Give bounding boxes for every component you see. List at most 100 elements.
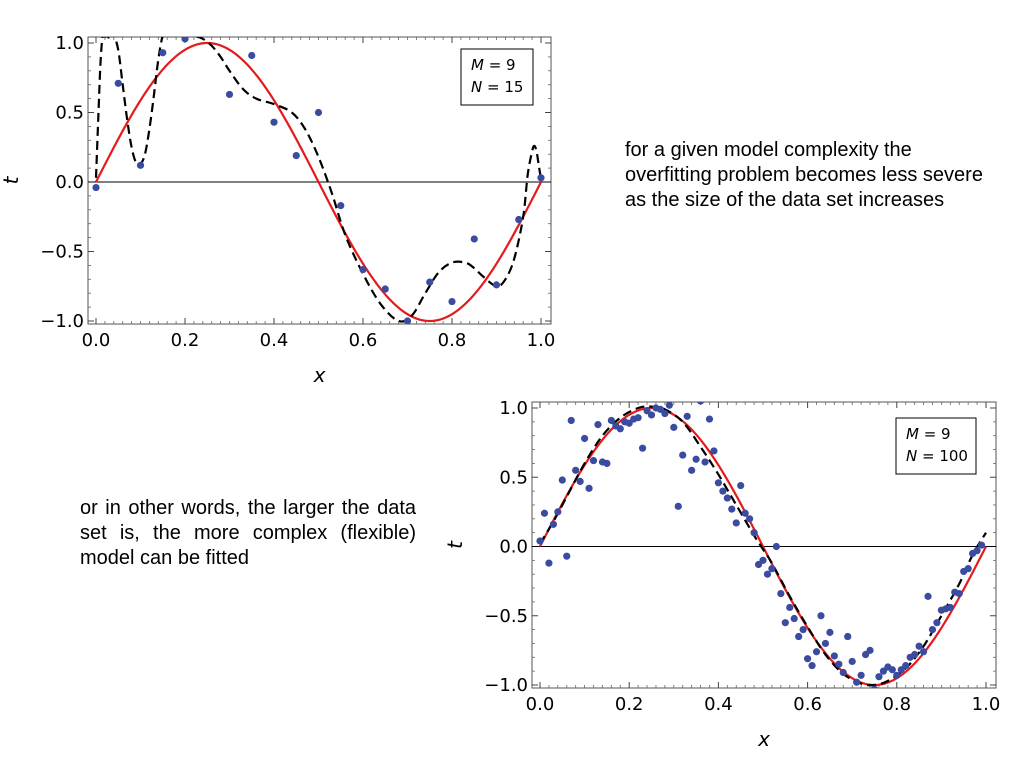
data-point (563, 552, 571, 560)
data-point (181, 37, 189, 43)
data-point (359, 265, 367, 274)
data-point (871, 685, 878, 688)
data-point (92, 183, 100, 192)
data-point (225, 90, 234, 99)
data-point (705, 415, 714, 423)
data-point (381, 285, 389, 293)
data-point (403, 317, 412, 324)
x-axis-label: x (313, 363, 326, 387)
legend-n-label: N = 15 (471, 78, 523, 96)
plot-frame (87, 36, 552, 325)
data-point (946, 603, 954, 612)
plot-area (88, 37, 551, 324)
plot-frame (531, 401, 997, 689)
y-tick-label: −0.5 (40, 242, 84, 263)
x-tick-label: 0.0 (526, 694, 555, 715)
legend-n-value: = 100 (917, 447, 968, 465)
data-point (576, 477, 584, 486)
y-tick-label: 0.0 (55, 172, 84, 193)
y-tick-label: −1.0 (40, 311, 84, 332)
data-point (964, 565, 972, 573)
data-point (661, 409, 669, 418)
y-tick-label: 1.0 (499, 398, 528, 419)
x-tick-label: 0.6 (349, 330, 378, 351)
data-point (928, 626, 937, 634)
y-tick-label: 1.0 (55, 33, 84, 54)
y-tick-label: 0.0 (499, 537, 528, 558)
data-point (683, 412, 691, 420)
note-bottom-left: or in other words, the larger the data s… (80, 497, 416, 569)
x-tick-label: 0.4 (260, 330, 289, 351)
data-point (558, 476, 566, 484)
data-point (911, 650, 919, 659)
legend-m-label: M = 9 (906, 425, 951, 443)
data-point (688, 466, 696, 474)
data-point (786, 603, 794, 612)
data-point (114, 79, 122, 87)
y-tick-label: −1.0 (484, 675, 528, 696)
x-tick-label: 0.4 (704, 694, 733, 715)
data-point (812, 648, 821, 656)
data-point (647, 411, 656, 419)
legend-n-symbol: N (471, 78, 482, 96)
x-tick-label: 0.0 (82, 330, 111, 351)
data-point (746, 515, 754, 523)
data-point (616, 425, 624, 433)
data-point (808, 662, 816, 670)
data-point (701, 458, 709, 466)
data-point (581, 434, 589, 443)
data-point (763, 570, 772, 578)
data-point (866, 646, 874, 654)
data-point (537, 174, 545, 182)
data-point (919, 648, 928, 656)
data-point (136, 161, 145, 169)
data-point (314, 108, 323, 117)
data-point (768, 565, 776, 573)
data-point (741, 509, 749, 517)
y-tick-label: 0.5 (55, 103, 84, 124)
data-point (719, 487, 727, 495)
data-point (844, 632, 852, 641)
data-point (540, 509, 549, 517)
data-point (750, 529, 758, 537)
x-tick-label: 1.0 (972, 694, 1001, 715)
legend-m-value: = 9 (919, 425, 951, 443)
data-point (732, 519, 740, 527)
data-point (977, 541, 986, 549)
data-point (589, 457, 598, 465)
data-point (714, 479, 723, 487)
legend-frame (460, 48, 534, 106)
fitted-curve-line (539, 405, 987, 687)
x-tick-label: 1.0 (527, 330, 556, 351)
legend-frame (895, 417, 977, 475)
data-point (248, 51, 256, 60)
data-point (470, 235, 478, 243)
data-point (515, 215, 523, 224)
data-point (679, 451, 687, 459)
legend-m-symbol: M (906, 425, 919, 443)
data-point (594, 421, 602, 429)
data-point (875, 673, 883, 681)
data-point (603, 459, 611, 467)
data-point (670, 423, 678, 431)
legend-m-label: M = 9 (471, 56, 516, 74)
legend-n-value: = 15 (482, 78, 523, 96)
data-point (772, 542, 780, 551)
data-point (781, 619, 789, 627)
legend-m-symbol: M (471, 56, 484, 74)
true-curve-line (95, 41, 542, 323)
data-point (777, 589, 785, 598)
data-point (728, 505, 736, 513)
data-point (572, 466, 580, 474)
x-tick-label: 0.8 (882, 694, 911, 715)
data-point (893, 671, 901, 679)
data-point (804, 655, 812, 663)
legend-m-value: = 9 (484, 56, 516, 74)
y-axis-label: t (0, 175, 23, 184)
data-point (857, 671, 865, 679)
plot-area (532, 402, 996, 688)
data-point (915, 642, 923, 650)
data-point (536, 537, 544, 545)
